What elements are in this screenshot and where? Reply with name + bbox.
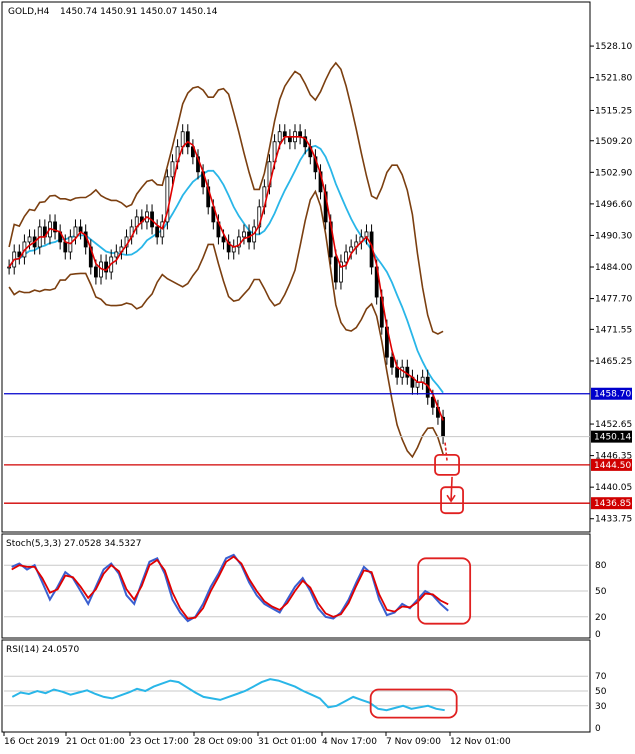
price-ytick-label: 1521.80 xyxy=(595,74,632,84)
candle-body xyxy=(400,366,405,378)
bollinger-upper xyxy=(8,61,444,335)
x-tick-label: 12 Nov 01:00 xyxy=(450,737,511,747)
x-tick-label: 7 Nov 09:00 xyxy=(386,737,441,747)
stoch-ytick-label: 50 xyxy=(595,587,607,597)
candle-body xyxy=(114,251,119,258)
candle-body xyxy=(180,131,185,148)
candle-body xyxy=(430,396,435,408)
candle-body xyxy=(93,266,98,278)
rsi-layer xyxy=(4,675,588,719)
x-tick-label: 28 Oct 09:00 xyxy=(194,737,253,747)
x-tick-label: 4 Nov 17:00 xyxy=(322,737,377,747)
rsi-ytick-label: 30 xyxy=(595,702,607,712)
rsi-line xyxy=(11,678,445,712)
candle-body xyxy=(53,221,57,233)
level-tag xyxy=(591,458,632,471)
stoch-layer xyxy=(4,553,588,625)
price-ytick-label: 1440.05 xyxy=(595,483,632,493)
candle-body xyxy=(165,176,170,223)
price-ytick-label: 1528.10 xyxy=(595,42,632,52)
price-layer xyxy=(4,61,590,515)
price-ytick-label: 1477.70 xyxy=(595,295,632,305)
rsi-ytick-label: 50 xyxy=(595,687,607,697)
stoch-main-line xyxy=(11,553,449,623)
last-price-label: 1450.14 xyxy=(594,433,631,443)
annotation-arrow xyxy=(444,442,448,461)
candle-body xyxy=(236,236,241,248)
candle-body xyxy=(221,236,226,243)
candle-body xyxy=(277,131,282,143)
level-tag xyxy=(591,497,632,510)
last-price-tag xyxy=(591,430,632,443)
candle-body xyxy=(405,366,410,378)
candle-body xyxy=(390,356,394,368)
stoch-title: Stoch(5,3,3) 27.0528 34.5327 xyxy=(6,539,141,549)
candle-body xyxy=(17,251,22,258)
candle-body xyxy=(155,226,160,238)
candle-body xyxy=(333,256,338,283)
candle-body xyxy=(68,236,73,253)
price-ytick-label: 1515.25 xyxy=(595,106,632,116)
x-tick-label: 31 Oct 01:00 xyxy=(258,737,317,747)
stoch-ytick-label: 80 xyxy=(595,561,607,571)
candle-body xyxy=(339,261,343,283)
price-ytick-label: 1502.90 xyxy=(595,168,632,178)
candle-body xyxy=(27,236,32,243)
candle-body xyxy=(242,231,246,238)
candle-body xyxy=(170,161,175,178)
candle-body xyxy=(7,266,12,269)
candle-body xyxy=(349,246,354,253)
ohlc-label: 1450.74 1450.91 1450.07 1450.14 xyxy=(60,7,218,17)
price-ytick-label: 1471.55 xyxy=(595,325,632,335)
rsi-ytick-label: 70 xyxy=(595,672,607,682)
level-tag-label: 1458.70 xyxy=(594,390,631,400)
candle-body xyxy=(63,241,68,253)
bollinger-lower xyxy=(8,189,444,459)
price-ytick-label: 1484.00 xyxy=(595,263,632,273)
candle-body xyxy=(185,131,190,148)
rsi-ytick-label: 0 xyxy=(595,724,601,734)
x-tick-label: 21 Oct 01:00 xyxy=(66,737,125,747)
price-ytick-label: 1509.20 xyxy=(595,137,632,147)
candle-body xyxy=(73,226,78,238)
price-ytick-label: 1496.60 xyxy=(595,200,632,210)
ma-fast-line xyxy=(8,136,444,421)
price-ytick-label: 1490.30 xyxy=(595,231,632,241)
level-tag xyxy=(591,387,632,400)
candle-body xyxy=(104,261,109,273)
x-axis: 16 Oct 2019 21 Oct 01:00 23 Oct 17:00 28 Oc… xyxy=(3,732,511,747)
price-ytick-label: 1446.35 xyxy=(595,452,632,462)
price-ytick-label: 1452.65 xyxy=(595,420,632,430)
symbol-label: GOLD,H4 xyxy=(8,7,50,17)
x-tick-label: 16 Oct 2019 xyxy=(4,737,60,747)
level-tag-label: 1444.50 xyxy=(594,461,631,471)
candle-body xyxy=(344,251,348,263)
stoch-ytick-label: 20 xyxy=(595,613,607,623)
x-tick-label: 23 Oct 17:00 xyxy=(130,737,189,747)
price-ytick-label: 1433.75 xyxy=(595,515,632,525)
rsi-annotation-box xyxy=(369,688,458,719)
price-ytick-label: 1465.25 xyxy=(595,357,632,367)
level-tag-label: 1436.85 xyxy=(594,499,631,509)
stoch-ytick-label: 0 xyxy=(595,630,601,640)
rsi-title: RSI(14) 24.0570 xyxy=(6,645,79,655)
annotation-arrow xyxy=(446,476,456,503)
stoch-annotation-box xyxy=(417,557,472,625)
candle-body xyxy=(257,206,262,228)
stoch-signal-line xyxy=(11,555,449,620)
